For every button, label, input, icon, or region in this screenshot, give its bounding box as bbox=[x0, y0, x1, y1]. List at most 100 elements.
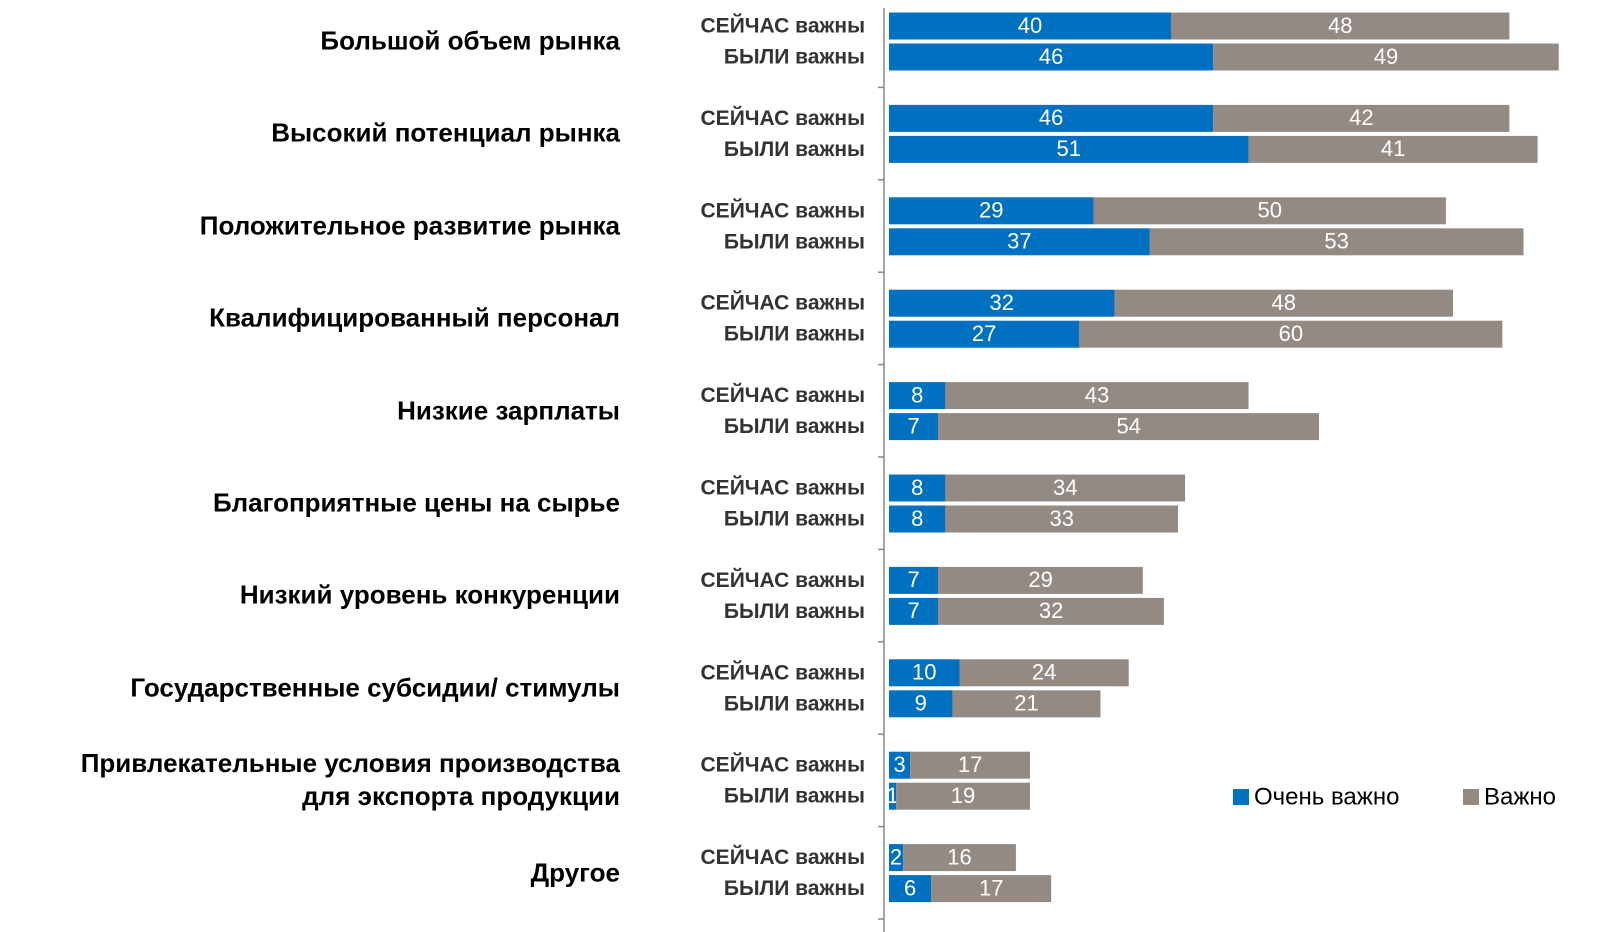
bar-segment bbox=[1114, 289, 1453, 317]
bar-segment bbox=[1093, 197, 1446, 225]
row-label: СЕЙЧАС важны bbox=[701, 14, 865, 38]
group-label: Положительное развитие рынка bbox=[199, 210, 620, 241]
bar-segment bbox=[889, 413, 939, 441]
group-label: Высокий потенциал рынка bbox=[271, 117, 620, 148]
value-label: 21 bbox=[1014, 691, 1038, 716]
group-label: Привлекательные условия производства для… bbox=[80, 748, 620, 812]
row-label: СЕЙЧАС важны bbox=[701, 476, 865, 500]
value-label: 2 bbox=[890, 844, 902, 869]
value-label: 29 bbox=[979, 198, 1003, 223]
value-label: 37 bbox=[1007, 229, 1031, 254]
bar-segment bbox=[889, 844, 904, 872]
row-label: СЕЙЧАС важны bbox=[701, 753, 865, 777]
bar-segment bbox=[903, 844, 1016, 872]
value-label: 34 bbox=[1053, 475, 1077, 500]
bar-segment bbox=[1248, 135, 1538, 163]
bar-segment bbox=[889, 197, 1094, 225]
row-label: БЫЛИ важны bbox=[724, 600, 865, 623]
value-label: 8 bbox=[911, 475, 923, 500]
value-label: 40 bbox=[1018, 13, 1042, 38]
value-label: 27 bbox=[972, 321, 996, 346]
value-label: 29 bbox=[1028, 567, 1052, 592]
bar-segment bbox=[889, 228, 1150, 256]
group-label: Большой объем рынка bbox=[320, 25, 620, 56]
value-label: 7 bbox=[908, 598, 920, 623]
bar-segment bbox=[889, 289, 1115, 317]
value-label: 53 bbox=[1324, 229, 1348, 254]
value-label: 1 bbox=[886, 783, 898, 808]
group-label: Другое bbox=[530, 857, 620, 888]
row-label: БЫЛИ важны bbox=[724, 415, 865, 438]
bar-segment bbox=[1213, 43, 1559, 71]
value-label: 33 bbox=[1049, 506, 1073, 531]
bar-segment bbox=[889, 474, 946, 502]
value-label: 19 bbox=[951, 783, 975, 808]
value-label: 32 bbox=[990, 290, 1014, 315]
group-label: Низкие зарплаты bbox=[397, 395, 620, 426]
bar-segment bbox=[938, 413, 1320, 441]
bar-segment bbox=[910, 751, 1030, 779]
bar-segment bbox=[931, 875, 1052, 903]
bar-segment bbox=[889, 104, 1214, 132]
value-label: 49 bbox=[1374, 44, 1398, 69]
bar-segment bbox=[1079, 320, 1503, 348]
bar-segment bbox=[889, 505, 946, 533]
bar-segment bbox=[938, 597, 1164, 625]
value-label: 48 bbox=[1328, 13, 1352, 38]
value-label: 6 bbox=[904, 875, 916, 900]
row-label: СЕЙЧАС важны bbox=[701, 106, 865, 130]
value-label: 9 bbox=[915, 691, 927, 716]
bar-segment bbox=[959, 659, 1129, 687]
value-label: 17 bbox=[979, 875, 1003, 900]
value-label: 60 bbox=[1279, 321, 1303, 346]
value-label: 24 bbox=[1032, 660, 1056, 685]
group-label: Благоприятные цены на сырье bbox=[212, 487, 620, 518]
value-label: 7 bbox=[908, 567, 920, 592]
value-label: 3 bbox=[893, 752, 905, 777]
bar-segment bbox=[1149, 228, 1524, 256]
value-label: 46 bbox=[1039, 105, 1063, 130]
row-label: БЫЛИ важны bbox=[724, 877, 865, 900]
bar-segment bbox=[889, 782, 897, 810]
value-label: 17 bbox=[958, 752, 982, 777]
value-label: 32 bbox=[1039, 598, 1063, 623]
bar-segment bbox=[1213, 104, 1510, 132]
value-label: 10 bbox=[912, 660, 936, 685]
value-label: 54 bbox=[1116, 413, 1140, 438]
value-label: 42 bbox=[1349, 105, 1373, 130]
bar-segment bbox=[1171, 12, 1510, 40]
group-label: Государственные субсидии/ стимулы bbox=[130, 672, 620, 703]
group-label: Низкий уровень конкуренции bbox=[239, 579, 620, 610]
legend-swatch bbox=[1233, 789, 1249, 805]
row-label: БЫЛИ важны bbox=[724, 138, 865, 161]
row-label: БЫЛИ важны bbox=[724, 323, 865, 346]
group-label: Квалифицированный персонал bbox=[209, 302, 620, 333]
row-label: БЫЛИ важны bbox=[724, 785, 865, 808]
row-label: СЕЙЧАС важны bbox=[701, 568, 865, 592]
row-label: СЕЙЧАС важны bbox=[701, 198, 865, 222]
legend-label: Важно bbox=[1484, 783, 1556, 810]
value-label: 50 bbox=[1257, 198, 1281, 223]
bar-segment bbox=[896, 782, 1030, 810]
bar-segment bbox=[889, 875, 932, 903]
value-label: 8 bbox=[911, 506, 923, 531]
value-label: 48 bbox=[1272, 290, 1296, 315]
bar-segment bbox=[889, 690, 953, 718]
bar-segment bbox=[889, 382, 946, 410]
bar-segment bbox=[889, 43, 1214, 71]
bar-segment bbox=[945, 474, 1186, 502]
value-label: 51 bbox=[1057, 136, 1081, 161]
bar-segment bbox=[945, 382, 1249, 410]
row-label: СЕЙЧАС важны bbox=[701, 291, 865, 315]
legend-label: Очень важно bbox=[1254, 783, 1399, 810]
bar-segment bbox=[889, 597, 939, 625]
value-label: 16 bbox=[947, 844, 971, 869]
value-label: 43 bbox=[1085, 382, 1109, 407]
value-label: 8 bbox=[911, 382, 923, 407]
row-label: БЫЛИ важны bbox=[724, 692, 865, 715]
row-label: БЫЛИ важны bbox=[724, 230, 865, 253]
row-label: СЕЙЧАС важны bbox=[701, 660, 865, 684]
row-label: БЫЛИ важны bbox=[724, 508, 865, 531]
bar-segment bbox=[889, 566, 939, 594]
